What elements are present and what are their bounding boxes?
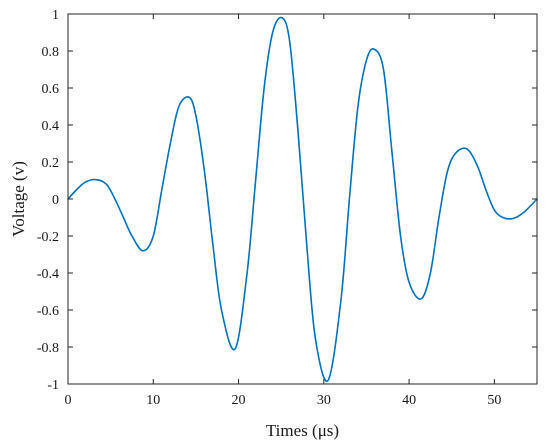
y-tick-label: -0.4 <box>37 267 59 282</box>
y-axis-title: Voltage (v) <box>9 161 28 237</box>
axes: 0 10 20 30 40 50 -1 -0.8 -0.6 -0.4 -0.2 0 0.2 0.4 0.6 0… <box>37 8 538 408</box>
x-tick-label: 0 <box>65 393 72 408</box>
x-axis-title: Times (μs) <box>266 421 339 440</box>
y-tick-label: -1 <box>47 378 59 393</box>
y-tick-label: 0.8 <box>42 45 60 60</box>
y-tick-label: 0 <box>52 193 59 208</box>
y-tick-label: -0.8 <box>37 341 59 356</box>
x-tick-label: 10 <box>146 393 160 408</box>
y-tick-label: 0.2 <box>42 156 60 171</box>
y-tick-label: -0.6 <box>37 304 59 319</box>
x-tick-label: 30 <box>317 393 331 408</box>
y-tick-label: -0.2 <box>37 230 59 245</box>
plot-area <box>67 16 538 382</box>
x-tick-label: 20 <box>232 393 246 408</box>
x-tick-label: 50 <box>487 393 501 408</box>
y-tick-label: 0.6 <box>42 82 60 97</box>
x-tick-label: 40 <box>402 393 416 408</box>
y-tick-label: 0.4 <box>42 119 60 134</box>
y-tick-label: 1 <box>52 8 59 23</box>
series-line <box>67 16 538 382</box>
